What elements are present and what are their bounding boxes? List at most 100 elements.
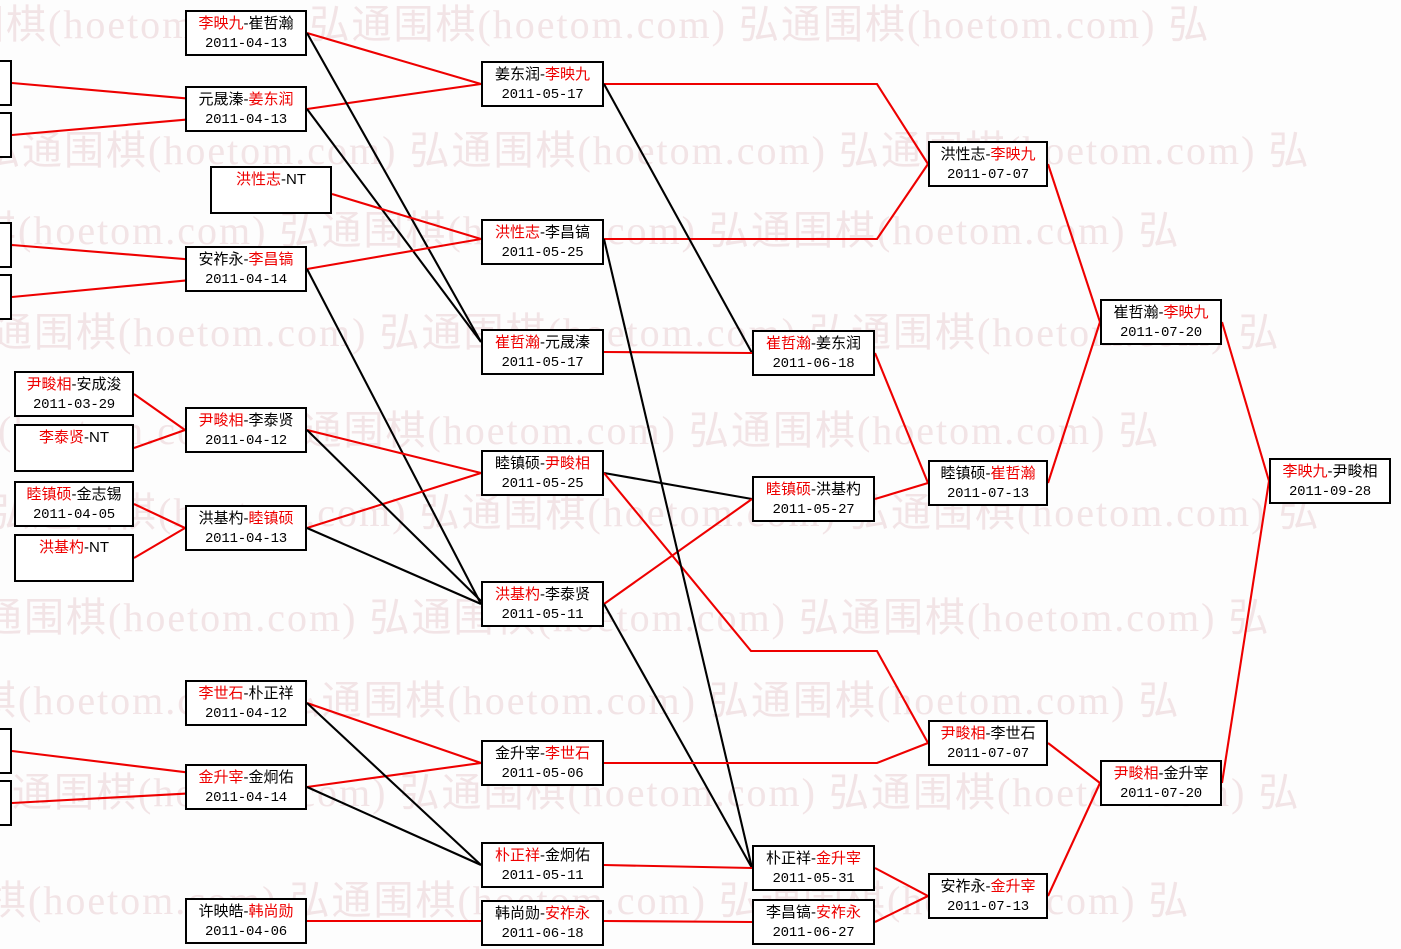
bracket-match-node[interactable]: 李世石-朴正祥 2011-04-12 (185, 680, 307, 726)
player-separator: - (1158, 765, 1164, 782)
bracket-match-node[interactable]: 李昌镐-安祚永 2011-06-27 (752, 899, 875, 945)
player-one-name: 崔哲瀚 (494, 334, 540, 351)
match-players: 尹畯相-李世石 (930, 723, 1046, 744)
match-players: 姜东润-李映九 (483, 64, 602, 85)
player-one-name: 洪基杓 (494, 586, 540, 603)
player-two-name: NT (286, 171, 306, 188)
match-date: 2011-05-17 (501, 87, 584, 103)
match-date: 2011-04-12 (204, 433, 287, 449)
connector-line (874, 352, 929, 484)
player-two-name: 金炯佑 (545, 847, 591, 864)
connector-line (1047, 742, 1101, 784)
connector-line (306, 428, 482, 475)
connector-line (604, 163, 929, 241)
bracket-match-node[interactable]: 洪性志-NT (210, 166, 332, 214)
connector-line (1220, 480, 1271, 784)
bracket-slot-empty (0, 728, 12, 774)
match-date: 2011-06-18 (501, 926, 584, 942)
bracket-match-node[interactable]: 睦镇硕-尹畯相 2011-05-25 (481, 450, 604, 496)
player-two-name: 李泰贤 (545, 586, 591, 603)
bracket-slot-empty (0, 60, 12, 106)
match-players: 洪基杓-李泰贤 (483, 584, 602, 605)
bracket-match-node[interactable]: 尹畯相-李世石 2011-07-07 (928, 720, 1048, 766)
bracket-match-node[interactable]: 朴正祥-金炯佑 2011-05-11 (481, 842, 604, 888)
bracket-match-node[interactable]: 洪性志-李映九 2011-07-07 (928, 141, 1048, 187)
connector-line (603, 83, 753, 354)
player-one-name: 尹畯相 (26, 376, 72, 393)
bracket-match-node[interactable]: 李泰贤-NT (14, 424, 134, 472)
bracket-match-node[interactable]: 崔哲瀚-元晟溱 2011-05-17 (481, 329, 604, 375)
bracket-match-node[interactable]: 金升宰-李世石 2011-05-06 (481, 740, 604, 786)
player-two-name: 姜东润 (816, 335, 862, 352)
match-date: 2011-05-31 (772, 871, 855, 887)
match-players: 崔哲瀚-李映九 (1102, 302, 1220, 323)
player-one-name: 李世石 (198, 685, 244, 702)
match-players: 朴正祥-金升宰 (754, 848, 873, 869)
player-one-name: 尹畯相 (940, 725, 986, 742)
match-date: 2011-04-12 (204, 706, 287, 722)
match-players: 尹畯相-李泰贤 (187, 410, 305, 431)
bracket-match-node[interactable]: 崔哲瀚-李映九 2011-07-20 (1100, 299, 1222, 345)
player-separator: - (243, 412, 249, 429)
player-two-name: 李映九 (1163, 304, 1209, 321)
bracket-match-node[interactable]: 李映九-崔哲瀚 2011-04-13 (185, 10, 307, 56)
bracket-match-node[interactable]: 洪基杓-睦镇硕 2011-04-13 (185, 505, 307, 551)
player-two-name: NT (89, 539, 109, 556)
bracket-match-node[interactable]: 安祚永-李昌镐 2011-04-14 (185, 246, 307, 292)
bracket-match-node[interactable]: 韩尚勋-安祚永 2011-06-18 (481, 900, 604, 946)
bracket-match-node[interactable]: 尹畯相-安成浚 2011-03-29 (14, 371, 134, 417)
connector-line (603, 919, 753, 924)
player-one-name: 朴正祥 (494, 847, 540, 864)
bracket-match-node[interactable]: 尹畯相-李泰贤 2011-04-12 (185, 407, 307, 453)
bracket-match-node[interactable]: 洪基杓-李泰贤 2011-05-11 (481, 581, 604, 627)
watermark-text: 弘通围棋(hoetom.com) 弘通围棋(hoetom.com) 弘通围棋(h… (0, 595, 1271, 640)
player-two-name: 尹畯相 (545, 455, 591, 472)
bracket-match-node[interactable]: 洪基杓-NT (14, 534, 134, 582)
player-one-name: 李映九 (1282, 463, 1328, 480)
player-separator: - (243, 903, 249, 920)
player-two-name: 李泰贤 (248, 412, 294, 429)
match-date: 2011-05-25 (501, 476, 584, 492)
bracket-match-node[interactable]: 朴正祥-金升宰 2011-05-31 (752, 845, 875, 891)
connector-line (306, 702, 482, 866)
player-separator: - (1158, 304, 1164, 321)
connector-line (306, 108, 482, 343)
bracket-slot-empty (0, 780, 12, 826)
match-date: 2011-07-13 (946, 486, 1029, 502)
bracket-match-node[interactable]: 睦镇硕-金志锡 2011-04-05 (14, 481, 134, 527)
match-date: 2011-05-06 (501, 766, 584, 782)
player-separator: - (540, 334, 545, 351)
connector-line (874, 867, 929, 897)
player-one-name: 尹畯相 (1113, 765, 1159, 782)
player-one-name: 洪性志 (235, 171, 281, 188)
match-date: 2011-05-11 (501, 607, 584, 623)
player-separator: - (540, 586, 545, 603)
player-one-name: 元晟溱 (198, 91, 244, 108)
bracket-match-node[interactable]: 睦镇硕-崔哲瀚 2011-07-13 (928, 460, 1048, 506)
connector-line (306, 429, 482, 602)
bracket-match-node[interactable]: 崔哲瀚-姜东润 2011-06-18 (752, 330, 875, 376)
bracket-match-node[interactable]: 姜东润-李映九 2011-05-17 (481, 61, 604, 107)
bracket-match-node[interactable]: 尹畯相-金升宰 2011-07-20 (1100, 760, 1222, 806)
player-one-name: 朴正祥 (765, 850, 811, 867)
bracket-match-node[interactable]: 许映皓-韩尚勋 2011-04-06 (185, 898, 307, 944)
bracket-match-node[interactable]: 李映九-尹畯相 2011-09-28 (1269, 458, 1391, 504)
connector-line (874, 481, 929, 501)
bracket-match-node[interactable]: 元晟溱-姜东润 2011-04-13 (185, 86, 307, 132)
player-two-name: 洪基杓 (816, 481, 862, 498)
player-two-name: 金升宰 (990, 878, 1036, 895)
match-players: 李昌镐-安祚永 (754, 902, 873, 923)
match-players: 金升宰-金炯佑 (187, 767, 305, 788)
player-one-name: 洪基杓 (198, 510, 244, 527)
player-two-name: 李昌镐 (545, 224, 591, 241)
bracket-match-node[interactable]: 睦镇硕-洪基杓 2011-05-27 (752, 476, 875, 522)
player-one-name: 金升宰 (198, 769, 244, 786)
bracket-match-node[interactable]: 金升宰-金炯佑 2011-04-14 (185, 764, 307, 810)
connector-line (604, 82, 929, 165)
match-players: 睦镇硕-崔哲瀚 (930, 463, 1046, 484)
bracket-match-node[interactable]: 洪性志-李昌镐 2011-05-25 (481, 219, 604, 265)
bracket-match-node[interactable]: 安祚永-金升宰 2011-07-13 (928, 873, 1048, 919)
player-two-name: 尹畯相 (1332, 463, 1378, 480)
connector-line (306, 237, 482, 271)
